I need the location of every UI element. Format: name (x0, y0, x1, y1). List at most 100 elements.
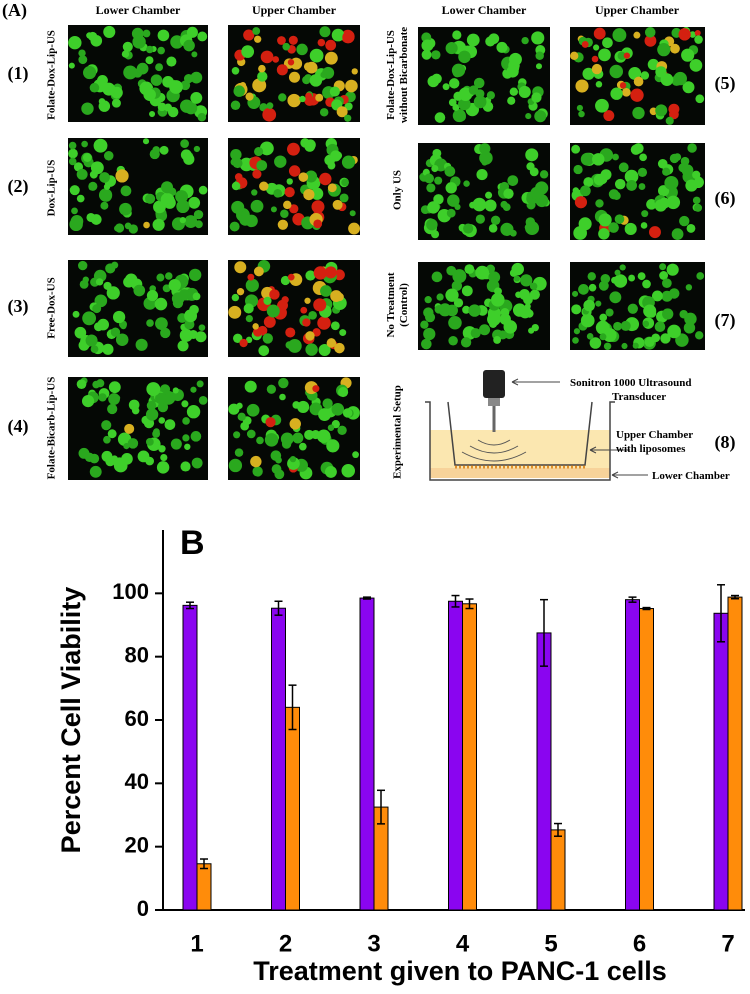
cell (608, 189, 619, 200)
cell (251, 189, 258, 196)
cell (331, 28, 345, 42)
cell (481, 159, 488, 166)
cell (197, 31, 208, 42)
cell (233, 333, 243, 344)
micrograph (228, 377, 360, 480)
cell (572, 337, 579, 344)
arrow (611, 471, 648, 479)
cell (448, 98, 457, 107)
cell (599, 313, 608, 322)
cell (287, 93, 301, 108)
cell (313, 266, 328, 280)
cell (110, 327, 121, 337)
cell (281, 439, 292, 449)
cell (190, 91, 203, 104)
panel-a: (A) Lower Chamber Upper Chamber Lower Ch… (2, 0, 736, 482)
cell (342, 31, 355, 44)
cell (90, 345, 99, 354)
bar (625, 599, 640, 911)
cell (623, 52, 631, 59)
cell (591, 63, 603, 75)
cell (659, 263, 667, 271)
cell (305, 270, 316, 281)
cell (123, 65, 138, 80)
cell (578, 284, 589, 295)
cell (530, 186, 543, 200)
cell (683, 322, 696, 334)
row-number: (4) (8, 416, 29, 437)
cell (285, 327, 296, 338)
row-label: (Control) (398, 283, 410, 327)
cell (272, 56, 280, 63)
cell (695, 331, 704, 340)
cell (449, 78, 460, 89)
cell (591, 55, 599, 63)
column-header: Upper Chamber (595, 3, 680, 17)
cell (193, 145, 201, 153)
cell (79, 279, 89, 289)
cell (664, 175, 679, 190)
transducer-neck (488, 398, 500, 406)
cell (638, 183, 646, 190)
cell (93, 269, 107, 283)
cell (146, 319, 154, 327)
cell (651, 333, 661, 343)
cell (595, 300, 602, 307)
cell (271, 464, 282, 474)
cell (146, 400, 157, 411)
cell (82, 153, 92, 162)
cell (485, 191, 493, 199)
cell (232, 158, 243, 169)
setup-label: with liposomes (616, 443, 686, 455)
cell (466, 33, 480, 47)
cell (152, 218, 165, 231)
cell (186, 405, 201, 419)
cell (229, 221, 240, 232)
cell (445, 288, 459, 302)
cell (196, 380, 204, 388)
cell (426, 218, 438, 231)
cell (598, 48, 611, 62)
cell (421, 49, 432, 60)
cell (89, 82, 100, 93)
cell (165, 194, 175, 205)
cell (520, 274, 533, 287)
cell (640, 71, 650, 80)
cell (490, 215, 501, 225)
cell (115, 333, 129, 346)
cell (309, 48, 324, 63)
cell (191, 457, 203, 469)
cell (673, 71, 687, 86)
cell (463, 223, 474, 234)
cell (487, 311, 496, 319)
cell (619, 82, 627, 89)
cell (464, 264, 475, 275)
cell (146, 289, 159, 302)
cell (250, 199, 264, 213)
cell (149, 110, 156, 118)
setup-label: Transducer (612, 391, 666, 403)
cell (654, 321, 666, 333)
y-tick-label: 80 (125, 642, 149, 667)
cell (243, 303, 254, 314)
cell (573, 164, 583, 175)
cell (324, 465, 337, 478)
cell (184, 101, 198, 115)
column-header: Lower Chamber (96, 3, 181, 17)
cell (595, 81, 603, 88)
cell (266, 102, 274, 110)
cell (337, 386, 349, 398)
cell (241, 45, 255, 58)
cell (228, 458, 243, 473)
cell (602, 37, 613, 49)
cell (254, 35, 262, 43)
cell (337, 425, 347, 435)
row-number: (5) (715, 73, 736, 94)
cell (245, 92, 254, 101)
cell (122, 41, 133, 52)
cell (170, 35, 184, 49)
bar (196, 863, 212, 911)
cell (145, 56, 154, 65)
bar (271, 607, 286, 911)
cell (103, 151, 114, 161)
